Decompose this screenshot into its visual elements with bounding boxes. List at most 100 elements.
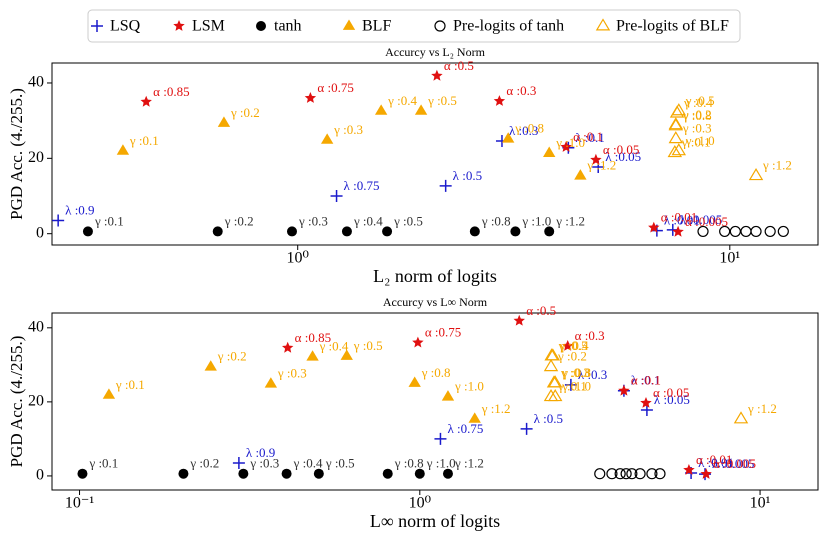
- y-tick-label: 40: [28, 318, 44, 335]
- point-label: γ :0.1: [129, 133, 159, 148]
- circle-marker: [382, 226, 393, 237]
- point-label: α :0.85: [295, 330, 331, 345]
- point-label: λ :0.05: [605, 149, 641, 164]
- point-label: γ :0.5: [353, 338, 383, 353]
- open-triangle-marker: [671, 143, 687, 156]
- legend-label: LSQ: [110, 18, 141, 35]
- point-label: α :0.01: [661, 210, 697, 225]
- plus-marker: [91, 20, 103, 32]
- point-label: γ :0.8: [682, 108, 712, 123]
- open-triangle-marker: [547, 389, 563, 402]
- point-label: α :0.005: [685, 214, 728, 229]
- legend-label: BLF: [362, 18, 391, 35]
- star-marker: [412, 336, 424, 348]
- open-triangle-marker: [543, 389, 559, 402]
- point-label: γ :1.0: [426, 456, 456, 471]
- x-tick-label: 10⁰: [409, 495, 431, 512]
- triangle-marker: [116, 144, 130, 155]
- star-marker: [683, 464, 695, 475]
- point-label: λ :0.3: [578, 367, 607, 382]
- point-label: γ :0.5: [558, 338, 588, 353]
- point-label: γ :0.5: [393, 213, 423, 228]
- open-triangle-marker: [668, 118, 684, 131]
- point-label: α :0.05: [653, 385, 689, 400]
- circle-marker: [544, 226, 555, 237]
- point-label: γ :0.2: [557, 349, 587, 364]
- point-label: γ :0.4: [683, 95, 713, 110]
- x-axis-label: L₂ norm of logits: [373, 266, 497, 286]
- legend-label: Pre-logits of BLF: [616, 18, 729, 35]
- open-circle-marker: [646, 468, 658, 480]
- point-label: α :0.85: [153, 84, 189, 99]
- open-triangle-marker: [748, 167, 764, 181]
- circle-marker: [281, 468, 292, 479]
- open-triangle-marker: [671, 103, 687, 116]
- star-marker: [700, 468, 712, 479]
- point-label: λ :0.05: [654, 392, 690, 407]
- plus-marker: [232, 456, 245, 469]
- triangle-marker: [441, 390, 455, 401]
- point-label: α :0.005: [713, 456, 756, 471]
- triangle-marker: [306, 350, 319, 361]
- open-circle-marker: [777, 225, 789, 238]
- point-label: γ :1.0: [561, 379, 591, 394]
- star-marker: [304, 92, 317, 103]
- point-label: γ :1.2: [481, 401, 511, 416]
- star-marker: [640, 397, 652, 408]
- open-circle-marker: [764, 225, 776, 238]
- circle-marker: [256, 21, 266, 31]
- point-label: γ :1.0: [555, 135, 585, 150]
- point-label: γ :0.3: [560, 365, 590, 380]
- chart-title: Accurcy vs L∞ Norm: [383, 295, 488, 309]
- circle-marker: [510, 226, 521, 237]
- circle-marker: [77, 468, 88, 479]
- triangle-marker: [543, 146, 556, 157]
- circle-marker: [382, 468, 393, 479]
- plus-marker: [434, 432, 447, 445]
- open-circle-marker: [719, 225, 731, 238]
- triangle-marker: [468, 412, 481, 423]
- triangle-marker: [342, 19, 356, 30]
- point-label: λ :0.01: [664, 213, 700, 228]
- open-triangle-marker: [668, 131, 684, 144]
- point-label: γ :0.5: [685, 93, 715, 108]
- triangle-marker: [320, 133, 334, 144]
- x-tick-label: 10⁻¹: [65, 495, 94, 512]
- star-marker: [648, 221, 660, 233]
- open-circle-marker: [654, 468, 666, 480]
- point-label: γ :0.8: [561, 365, 591, 380]
- circle-marker: [414, 468, 425, 479]
- triangle-marker: [264, 377, 278, 388]
- circle-marker: [469, 226, 480, 237]
- star-marker: [590, 153, 602, 165]
- circle-marker: [82, 226, 93, 237]
- point-label: γ :1.2: [762, 158, 792, 173]
- circle-marker: [442, 468, 453, 479]
- open-circle-marker: [626, 468, 638, 480]
- circle-marker: [178, 468, 189, 479]
- triangle-marker: [408, 376, 421, 387]
- point-label: α :0.3: [506, 83, 536, 98]
- plus-marker: [564, 378, 577, 391]
- plus-marker: [52, 214, 65, 227]
- star-marker: [282, 341, 294, 353]
- open-circle-marker: [740, 225, 752, 238]
- open-triangle-marker: [544, 348, 559, 361]
- open-triangle-marker: [733, 411, 749, 424]
- plus-marker: [439, 179, 452, 192]
- star-marker: [618, 384, 630, 396]
- chart-title: Accurcy vs L₂ Norm: [385, 45, 485, 59]
- star-marker: [173, 20, 185, 31]
- point-label: λ :0.9: [65, 202, 94, 217]
- open-circle-marker: [620, 468, 632, 480]
- open-triangle-marker: [543, 359, 559, 372]
- triangle-marker: [102, 388, 116, 399]
- point-label: α :0.3: [575, 328, 605, 343]
- point-label: γ :0.1: [115, 377, 145, 392]
- point-label: γ :0.4: [387, 93, 417, 108]
- point-label: λ :0.1: [575, 130, 604, 145]
- point-label: λ :0.5: [453, 168, 482, 183]
- point-label: γ :1.2: [747, 401, 777, 416]
- point-label: γ :0.8: [394, 456, 424, 471]
